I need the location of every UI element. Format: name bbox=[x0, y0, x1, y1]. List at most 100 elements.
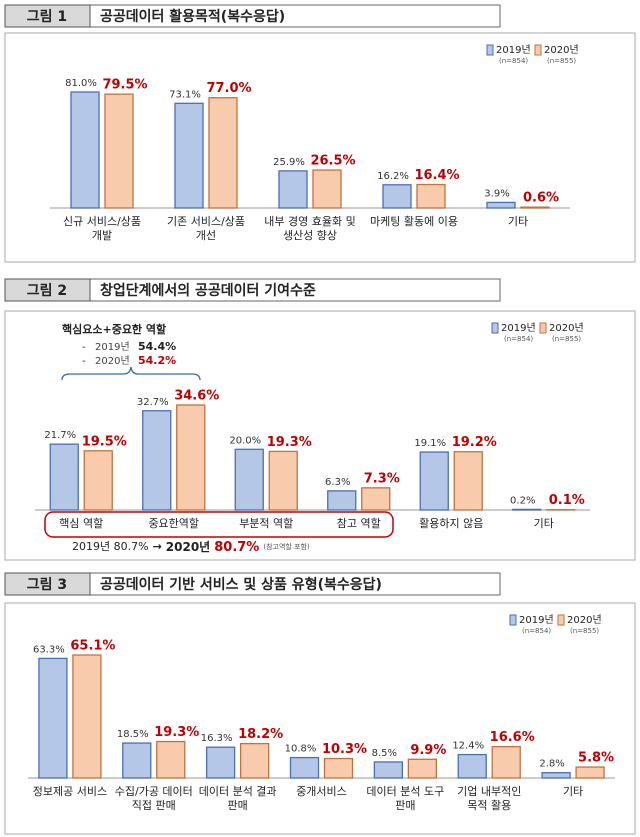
value-label: 10.8% bbox=[285, 744, 317, 755]
figure-title: 창업단계에서의 공공데이터 기여수준 bbox=[100, 282, 316, 299]
category-label: 기타 bbox=[508, 215, 528, 228]
value-label: 8.5% bbox=[372, 748, 397, 759]
value-label: 6.3% bbox=[325, 477, 350, 488]
bar bbox=[208, 97, 238, 209]
legend-label: 2019년 bbox=[496, 44, 531, 56]
value-label: 77.0% bbox=[206, 81, 251, 96]
chart-frame bbox=[4, 310, 636, 561]
value-label: 0.1% bbox=[549, 493, 585, 508]
annotation-year: 2020년 bbox=[95, 355, 130, 367]
value-label: 2.8% bbox=[539, 759, 564, 770]
value-label: 19.5% bbox=[82, 434, 127, 449]
bar bbox=[176, 404, 206, 511]
value-label: 7.3% bbox=[364, 471, 400, 486]
legend-swatch bbox=[539, 322, 547, 334]
figure-label: 그림 1 bbox=[27, 9, 67, 25]
category-label: 중요한역할 bbox=[148, 517, 199, 530]
figure-title: 공공데이터 기반 서비스 및 상품 유형(복수응답) bbox=[100, 576, 382, 593]
group-box bbox=[44, 511, 394, 538]
figure-label-box bbox=[4, 4, 91, 28]
chart-frame bbox=[4, 602, 636, 835]
footer-part: 2019년 80.7% bbox=[72, 540, 149, 553]
figure-label-box bbox=[4, 572, 91, 596]
category-label: 데이터 분석 도구 판매 bbox=[366, 785, 444, 812]
category-label: 데이터 분석 결과 판매 bbox=[199, 785, 277, 812]
value-label: 18.5% bbox=[117, 729, 149, 740]
value-label: 16.3% bbox=[201, 733, 233, 744]
value-label: 18.2% bbox=[238, 727, 283, 742]
annotation-value: 54.4% bbox=[138, 340, 176, 353]
value-label: 65.1% bbox=[70, 639, 115, 654]
annotation-footer: 2019년 80.7% → 2020년 80.7% (참고역할 포함) bbox=[72, 540, 310, 555]
annotation-value: 54.2% bbox=[138, 354, 176, 367]
bar bbox=[239, 742, 270, 779]
figure-label-box bbox=[4, 278, 91, 302]
bar bbox=[373, 761, 404, 779]
category-label: 정보제공 서비스 bbox=[33, 785, 107, 798]
category-label: 수집/가공 데이터 직접 판매 bbox=[115, 785, 193, 812]
bar bbox=[327, 490, 357, 511]
value-label: 9.9% bbox=[410, 743, 446, 758]
legend-swatch bbox=[491, 322, 499, 334]
bar bbox=[312, 169, 342, 209]
value-label: 16.2% bbox=[377, 171, 409, 182]
legend-swatch bbox=[509, 614, 517, 626]
annotation-dash: - bbox=[82, 342, 86, 353]
value-label: 19.2% bbox=[452, 435, 497, 450]
chart-frame bbox=[4, 32, 636, 263]
category-label: 핵심 역할 bbox=[59, 517, 103, 530]
bar bbox=[268, 450, 298, 511]
bar bbox=[361, 487, 391, 511]
value-label: 3.9% bbox=[484, 188, 509, 199]
bar bbox=[416, 183, 446, 209]
value-label: 32.7% bbox=[137, 397, 169, 408]
annotation-heading: 핵심요소+중요한 역할 bbox=[62, 322, 166, 336]
bar bbox=[38, 657, 68, 779]
value-label: 0.2% bbox=[510, 495, 535, 506]
legend-label: 2019년 bbox=[501, 322, 536, 334]
bar bbox=[278, 170, 308, 209]
figure-title: 공공데이터 활용목적(복수응답) bbox=[100, 8, 285, 25]
footer-part: 2020년 bbox=[166, 540, 210, 554]
value-label: 25.9% bbox=[273, 157, 305, 168]
bar bbox=[512, 508, 542, 511]
value-label: 12.4% bbox=[452, 741, 484, 752]
bar bbox=[49, 443, 79, 511]
bar bbox=[323, 757, 354, 779]
bar bbox=[457, 753, 487, 779]
bar bbox=[575, 766, 605, 779]
bar bbox=[142, 410, 172, 511]
legend-note: (n=854) bbox=[499, 57, 528, 65]
bar bbox=[491, 745, 521, 779]
category-label: 중개서비스 bbox=[296, 785, 347, 798]
bar bbox=[122, 742, 152, 779]
bar bbox=[72, 654, 102, 779]
bar bbox=[205, 746, 236, 779]
legend-label: 2020년 bbox=[567, 614, 602, 626]
bar bbox=[520, 206, 550, 209]
bar bbox=[289, 756, 320, 779]
bar bbox=[234, 448, 264, 511]
category-label: 마케팅 활동에 이용 bbox=[370, 214, 458, 228]
legend-swatch bbox=[534, 44, 542, 56]
value-label: 19.3% bbox=[154, 725, 199, 740]
value-label: 16.4% bbox=[414, 168, 459, 183]
value-label: 19.1% bbox=[414, 438, 446, 449]
bar bbox=[174, 102, 204, 209]
bar bbox=[156, 740, 186, 779]
legend-note: (n=855) bbox=[552, 335, 581, 343]
legend-swatch bbox=[557, 614, 565, 626]
bar bbox=[407, 758, 438, 779]
legend-note: (n=855) bbox=[570, 627, 599, 635]
footer-part: (참고역할 포함) bbox=[263, 542, 310, 551]
category-label: 부분적 역할 bbox=[239, 517, 293, 530]
bar bbox=[453, 451, 483, 511]
legend-note: (n=854) bbox=[522, 627, 551, 635]
value-label: 21.7% bbox=[44, 430, 76, 441]
legend-swatch bbox=[486, 44, 494, 56]
legend-label: 2019년 bbox=[519, 614, 554, 626]
footer-part: 80.7% bbox=[214, 540, 259, 555]
figure-label: 그림 2 bbox=[27, 283, 67, 299]
value-label: 63.3% bbox=[33, 644, 65, 655]
